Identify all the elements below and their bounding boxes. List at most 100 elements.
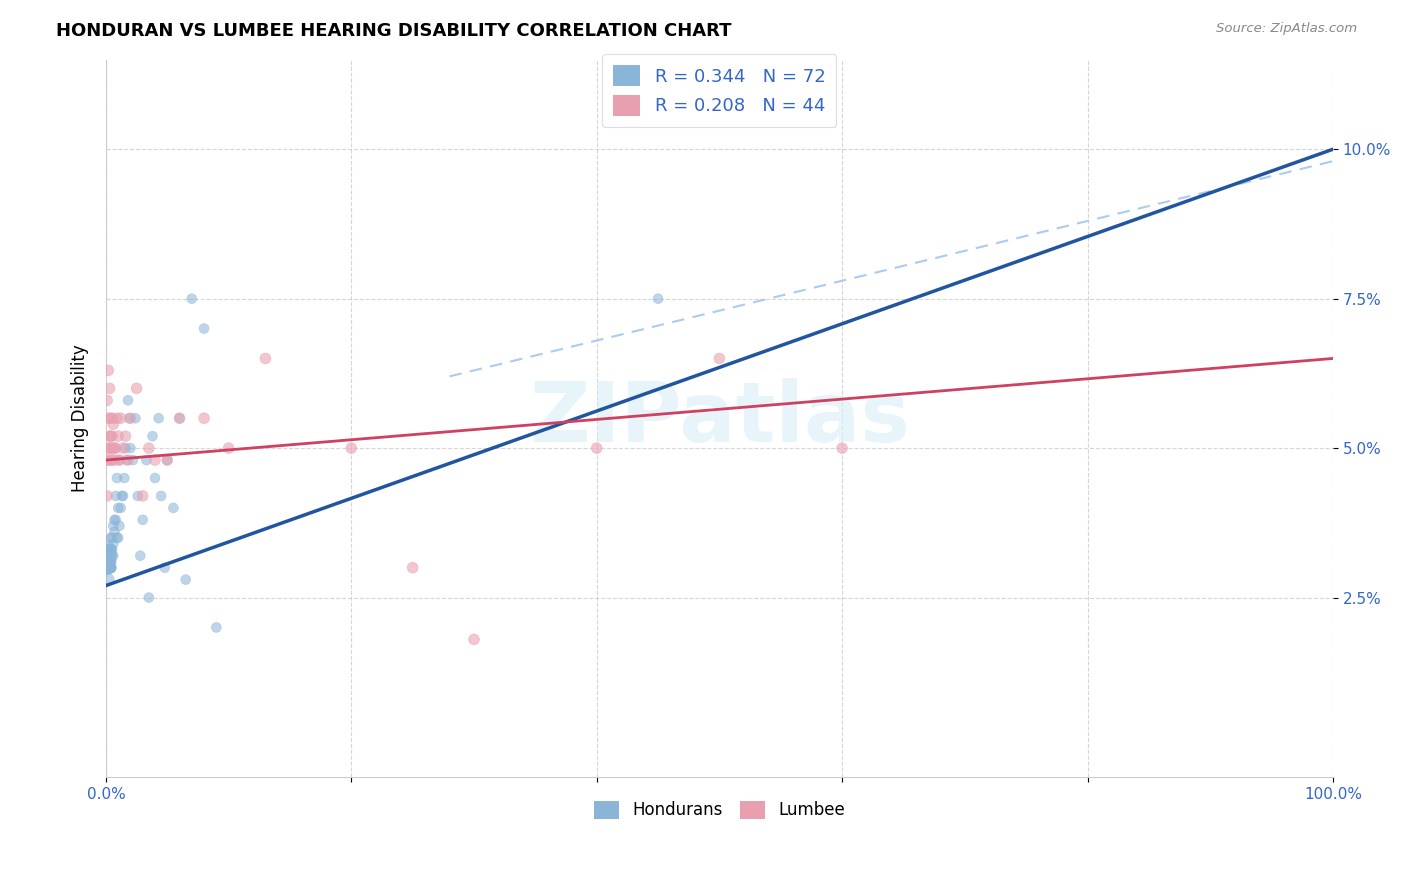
- Point: [709, 351, 731, 366]
- Point: [162, 500, 184, 515]
- Point: [98, 429, 121, 443]
- Point: [103, 441, 125, 455]
- Point: [103, 513, 125, 527]
- Point: [107, 500, 129, 515]
- Point: [96, 453, 118, 467]
- Point: [105, 471, 128, 485]
- Point: [98, 560, 121, 574]
- Point: [97, 573, 120, 587]
- Point: [103, 417, 125, 432]
- Point: [97, 560, 120, 574]
- Point: [100, 411, 122, 425]
- Point: [101, 429, 124, 443]
- Point: [96, 393, 118, 408]
- Point: [104, 441, 127, 455]
- Point: [132, 513, 155, 527]
- Point: [98, 555, 121, 569]
- Point: [111, 489, 134, 503]
- Point: [98, 453, 121, 467]
- Point: [110, 500, 132, 515]
- Point: [831, 441, 853, 455]
- Point: [124, 411, 146, 425]
- Point: [97, 363, 120, 377]
- Point: [105, 411, 128, 425]
- Point: [156, 453, 179, 467]
- Point: [193, 321, 215, 335]
- Point: [104, 489, 127, 503]
- Point: [153, 560, 176, 574]
- Point: [585, 441, 607, 455]
- Point: [114, 441, 136, 455]
- Point: [100, 542, 122, 557]
- Point: [100, 441, 122, 455]
- Point: [96, 489, 118, 503]
- Y-axis label: Hearing Disability: Hearing Disability: [72, 344, 89, 492]
- Point: [132, 489, 155, 503]
- Point: [150, 489, 173, 503]
- Point: [100, 549, 122, 563]
- Point: [98, 560, 121, 574]
- Point: [100, 555, 122, 569]
- Point: [97, 441, 120, 455]
- Point: [103, 441, 125, 455]
- Point: [108, 518, 131, 533]
- Point: [104, 513, 127, 527]
- Point: [96, 560, 118, 574]
- Point: [193, 411, 215, 425]
- Point: [156, 453, 179, 467]
- Point: [125, 381, 148, 395]
- Text: Source: ZipAtlas.com: Source: ZipAtlas.com: [1216, 22, 1357, 36]
- Point: [108, 453, 131, 467]
- Point: [98, 441, 121, 455]
- Point: [122, 453, 145, 467]
- Point: [97, 560, 120, 574]
- Point: [100, 560, 122, 574]
- Point: [141, 429, 163, 443]
- Point: [101, 531, 124, 545]
- Point: [101, 411, 124, 425]
- Point: [100, 429, 122, 443]
- Point: [117, 453, 139, 467]
- Point: [98, 560, 121, 574]
- Point: [103, 549, 125, 563]
- Point: [117, 393, 139, 408]
- Point: [96, 542, 118, 557]
- Point: [103, 453, 125, 467]
- Point: [114, 429, 136, 443]
- Point: [127, 489, 149, 503]
- Point: [103, 524, 125, 539]
- Point: [98, 560, 121, 574]
- Point: [100, 531, 122, 545]
- Point: [129, 549, 152, 563]
- Point: [98, 542, 121, 557]
- Point: [100, 560, 122, 574]
- Point: [148, 411, 170, 425]
- Point: [101, 542, 124, 557]
- Point: [205, 620, 228, 634]
- Point: [108, 453, 131, 467]
- Point: [97, 411, 120, 425]
- Point: [98, 381, 121, 395]
- Point: [169, 411, 191, 425]
- Point: [180, 292, 202, 306]
- Point: [120, 411, 142, 425]
- Point: [103, 537, 125, 551]
- Point: [103, 518, 125, 533]
- Point: [105, 531, 128, 545]
- Point: [107, 531, 129, 545]
- Point: [101, 453, 124, 467]
- Point: [218, 441, 240, 455]
- Point: [340, 441, 363, 455]
- Text: ZIPatlas: ZIPatlas: [529, 377, 910, 458]
- Point: [97, 549, 120, 563]
- Point: [110, 411, 132, 425]
- Point: [135, 453, 157, 467]
- Point: [112, 471, 135, 485]
- Legend: Hondurans, Lumbee: Hondurans, Lumbee: [588, 794, 851, 826]
- Point: [98, 555, 121, 569]
- Point: [254, 351, 277, 366]
- Point: [96, 549, 118, 563]
- Point: [463, 632, 485, 647]
- Point: [98, 560, 121, 574]
- Point: [143, 471, 166, 485]
